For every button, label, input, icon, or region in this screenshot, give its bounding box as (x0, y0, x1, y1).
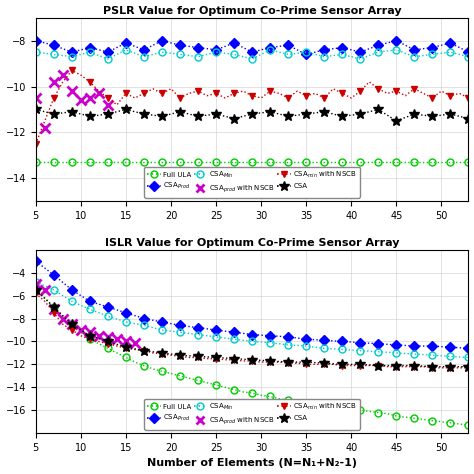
X-axis label: Number of Elements (N=N₁+N₂-1): Number of Elements (N=N₁+N₂-1) (147, 458, 357, 468)
Title: PSLR Value for Optimum Co-Prime Sensor Array: PSLR Value for Optimum Co-Prime Sensor A… (103, 6, 401, 16)
Title: ISLR Value for Optimum Co-Prime Sensor Array: ISLR Value for Optimum Co-Prime Sensor A… (105, 237, 400, 247)
Legend: Full ULA, CSA$_{Prod}$, CSA$_{Min}$, CSA$_{prod}$ with NSCB, CSA$_{min}$ with NS: Full ULA, CSA$_{Prod}$, CSA$_{Min}$, CSA… (145, 167, 360, 198)
Legend: Full ULA, CSA$_{Prod}$, CSA$_{Min}$, CSA$_{prod}$ with NSCB, CSA$_{min}$ with NS: Full ULA, CSA$_{Prod}$, CSA$_{Min}$, CSA… (145, 399, 360, 430)
